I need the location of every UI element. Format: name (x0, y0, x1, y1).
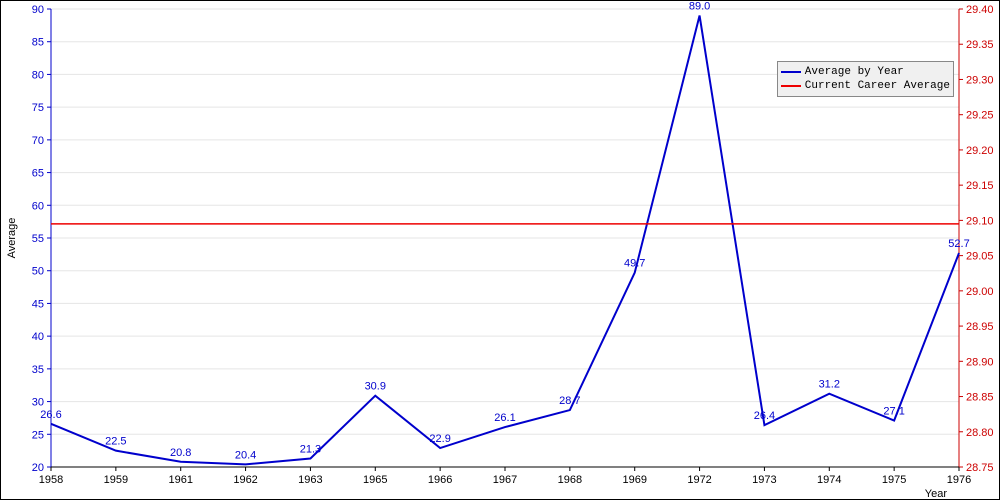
svg-text:22.5: 22.5 (105, 436, 126, 448)
svg-text:1963: 1963 (298, 474, 322, 486)
svg-text:29.15: 29.15 (966, 180, 994, 192)
svg-text:26.4: 26.4 (754, 410, 775, 422)
legend: Average by YearCurrent Career Average (777, 61, 954, 97)
svg-text:28.75: 28.75 (966, 462, 994, 474)
svg-text:1968: 1968 (558, 474, 582, 486)
svg-text:1958: 1958 (39, 474, 63, 486)
svg-text:28.90: 28.90 (966, 356, 994, 368)
svg-text:1975: 1975 (882, 474, 906, 486)
svg-text:29.00: 29.00 (966, 286, 994, 298)
svg-text:85: 85 (32, 37, 44, 49)
svg-text:29.30: 29.30 (966, 74, 994, 86)
legend-label: Average by Year (805, 65, 904, 79)
legend-swatch (781, 71, 801, 73)
svg-text:35: 35 (32, 364, 44, 376)
legend-item: Average by Year (781, 65, 950, 79)
svg-text:40: 40 (32, 331, 44, 343)
x-axis-label: Year (925, 488, 948, 500)
svg-text:29.20: 29.20 (966, 145, 994, 157)
svg-text:26.1: 26.1 (494, 412, 515, 424)
svg-text:30: 30 (32, 397, 44, 409)
svg-text:65: 65 (32, 168, 44, 180)
svg-text:21.3: 21.3 (300, 443, 321, 455)
svg-text:70: 70 (32, 135, 44, 147)
svg-text:50: 50 (32, 266, 44, 278)
svg-text:75: 75 (32, 102, 44, 114)
svg-text:90: 90 (32, 4, 44, 16)
svg-text:1967: 1967 (493, 474, 517, 486)
svg-text:28.85: 28.85 (966, 392, 994, 404)
svg-text:1961: 1961 (168, 474, 192, 486)
svg-text:1973: 1973 (752, 474, 776, 486)
svg-text:31.2: 31.2 (819, 379, 840, 391)
svg-text:26.6: 26.6 (40, 409, 61, 421)
svg-text:27.1: 27.1 (883, 406, 904, 418)
svg-text:25: 25 (32, 429, 44, 441)
svg-text:60: 60 (32, 200, 44, 212)
svg-text:28.95: 28.95 (966, 321, 994, 333)
svg-text:29.35: 29.35 (966, 39, 994, 51)
svg-text:1965: 1965 (363, 474, 387, 486)
y-axis-label: Average (6, 218, 18, 259)
svg-text:1962: 1962 (233, 474, 257, 486)
svg-text:29.25: 29.25 (966, 110, 994, 122)
svg-text:28.7: 28.7 (559, 395, 580, 407)
chart-container: 26.6 22.5 20.8 20.4 21.3 30.9 22.9 26.1 28.7 49.7… (0, 0, 1000, 500)
svg-text:1959: 1959 (104, 474, 128, 486)
svg-text:1966: 1966 (428, 474, 452, 486)
svg-text:20: 20 (32, 462, 44, 474)
svg-text:20.8: 20.8 (170, 447, 191, 459)
svg-text:49.7: 49.7 (624, 258, 645, 270)
svg-text:29.40: 29.40 (966, 4, 994, 16)
svg-text:1976: 1976 (947, 474, 971, 486)
svg-text:55: 55 (32, 233, 44, 245)
legend-label: Current Career Average (805, 79, 950, 93)
svg-text:29.05: 29.05 (966, 251, 994, 263)
legend-item: Current Career Average (781, 79, 950, 93)
svg-text:52.7: 52.7 (948, 238, 969, 250)
svg-text:80: 80 (32, 69, 44, 81)
svg-text:45: 45 (32, 298, 44, 310)
svg-text:1969: 1969 (622, 474, 646, 486)
svg-text:1974: 1974 (817, 474, 841, 486)
svg-text:30.9: 30.9 (365, 381, 386, 393)
svg-text:89.0: 89.0 (689, 1, 710, 13)
legend-swatch (781, 85, 801, 87)
svg-text:28.80: 28.80 (966, 427, 994, 439)
svg-text:29.10: 29.10 (966, 215, 994, 227)
svg-text:20.4: 20.4 (235, 449, 256, 461)
svg-text:22.9: 22.9 (429, 433, 450, 445)
svg-text:1972: 1972 (687, 474, 711, 486)
